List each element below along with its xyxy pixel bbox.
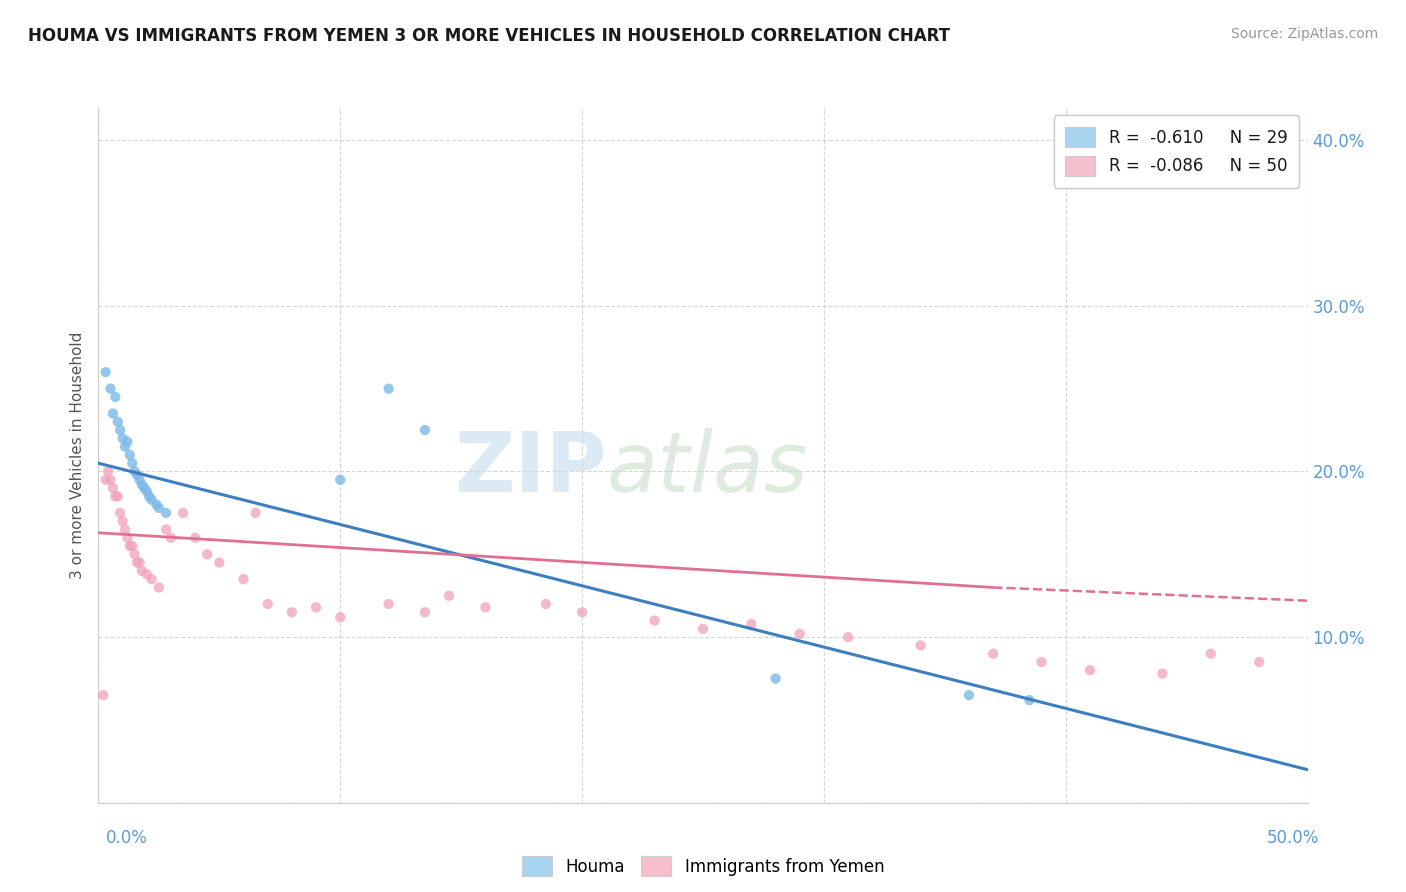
Point	[765, 672, 787, 686]
Point	[141, 492, 163, 507]
Point	[117, 434, 139, 449]
Point	[957, 688, 980, 702]
Point	[111, 431, 134, 445]
Point	[413, 605, 436, 619]
Point	[107, 489, 129, 503]
Point	[127, 556, 149, 570]
Point	[127, 467, 149, 482]
Point	[114, 440, 136, 454]
Point	[124, 465, 146, 479]
Point	[100, 382, 122, 396]
Point	[91, 688, 114, 702]
Point	[281, 605, 304, 619]
Point	[135, 484, 157, 499]
Text: Source: ZipAtlas.com: Source: ZipAtlas.com	[1230, 27, 1378, 41]
Point	[329, 473, 352, 487]
Point	[981, 647, 1004, 661]
Point	[111, 514, 134, 528]
Point	[910, 639, 932, 653]
Point	[131, 477, 153, 491]
Point	[1152, 666, 1174, 681]
Point	[124, 547, 146, 561]
Legend: Houma, Immigrants from Yemen: Houma, Immigrants from Yemen	[515, 849, 891, 883]
Point	[118, 448, 141, 462]
Point	[94, 365, 117, 379]
Point	[104, 390, 127, 404]
Point	[1018, 693, 1040, 707]
Point	[256, 597, 278, 611]
Y-axis label: 3 or more Vehicles in Household: 3 or more Vehicles in Household	[70, 331, 86, 579]
Point	[104, 489, 127, 503]
Point	[100, 473, 122, 487]
Point	[534, 597, 557, 611]
Point	[145, 498, 167, 512]
Point	[141, 572, 163, 586]
Text: 50.0%: 50.0%	[1267, 829, 1319, 847]
Point	[107, 415, 129, 429]
Point	[128, 473, 150, 487]
Point	[172, 506, 194, 520]
Point	[1249, 655, 1271, 669]
Point	[155, 523, 177, 537]
Point	[135, 567, 157, 582]
Text: ZIP: ZIP	[454, 428, 606, 509]
Point	[208, 556, 231, 570]
Point	[101, 407, 124, 421]
Text: 0.0%: 0.0%	[105, 829, 148, 847]
Point	[474, 600, 496, 615]
Point	[134, 481, 156, 495]
Point	[1031, 655, 1053, 669]
Point	[305, 600, 328, 615]
Text: atlas: atlas	[606, 428, 808, 509]
Point	[692, 622, 714, 636]
Point	[121, 456, 143, 470]
Point	[94, 473, 117, 487]
Point	[131, 564, 153, 578]
Point	[740, 616, 762, 631]
Point	[108, 423, 131, 437]
Text: HOUMA VS IMMIGRANTS FROM YEMEN 3 OR MORE VEHICLES IN HOUSEHOLD CORRELATION CHART: HOUMA VS IMMIGRANTS FROM YEMEN 3 OR MORE…	[28, 27, 950, 45]
Point	[108, 506, 131, 520]
Point	[837, 630, 859, 644]
Point	[245, 506, 267, 520]
Point	[377, 597, 399, 611]
Point	[232, 572, 254, 586]
Point	[148, 500, 170, 515]
Point	[148, 581, 170, 595]
Point	[184, 531, 207, 545]
Point	[121, 539, 143, 553]
Point	[377, 382, 399, 396]
Point	[118, 539, 141, 553]
Point	[160, 531, 183, 545]
Point	[1078, 663, 1101, 677]
Point	[101, 481, 124, 495]
Legend: R =  -0.610     N = 29, R =  -0.086     N = 50: R = -0.610 N = 29, R = -0.086 N = 50	[1054, 115, 1299, 187]
Point	[128, 556, 150, 570]
Point	[97, 465, 120, 479]
Point	[1199, 647, 1222, 661]
Point	[195, 547, 218, 561]
Point	[138, 489, 160, 503]
Point	[571, 605, 593, 619]
Point	[437, 589, 460, 603]
Point	[155, 506, 177, 520]
Point	[413, 423, 436, 437]
Point	[117, 531, 139, 545]
Point	[789, 627, 811, 641]
Point	[329, 610, 352, 624]
Point	[114, 523, 136, 537]
Point	[644, 614, 666, 628]
